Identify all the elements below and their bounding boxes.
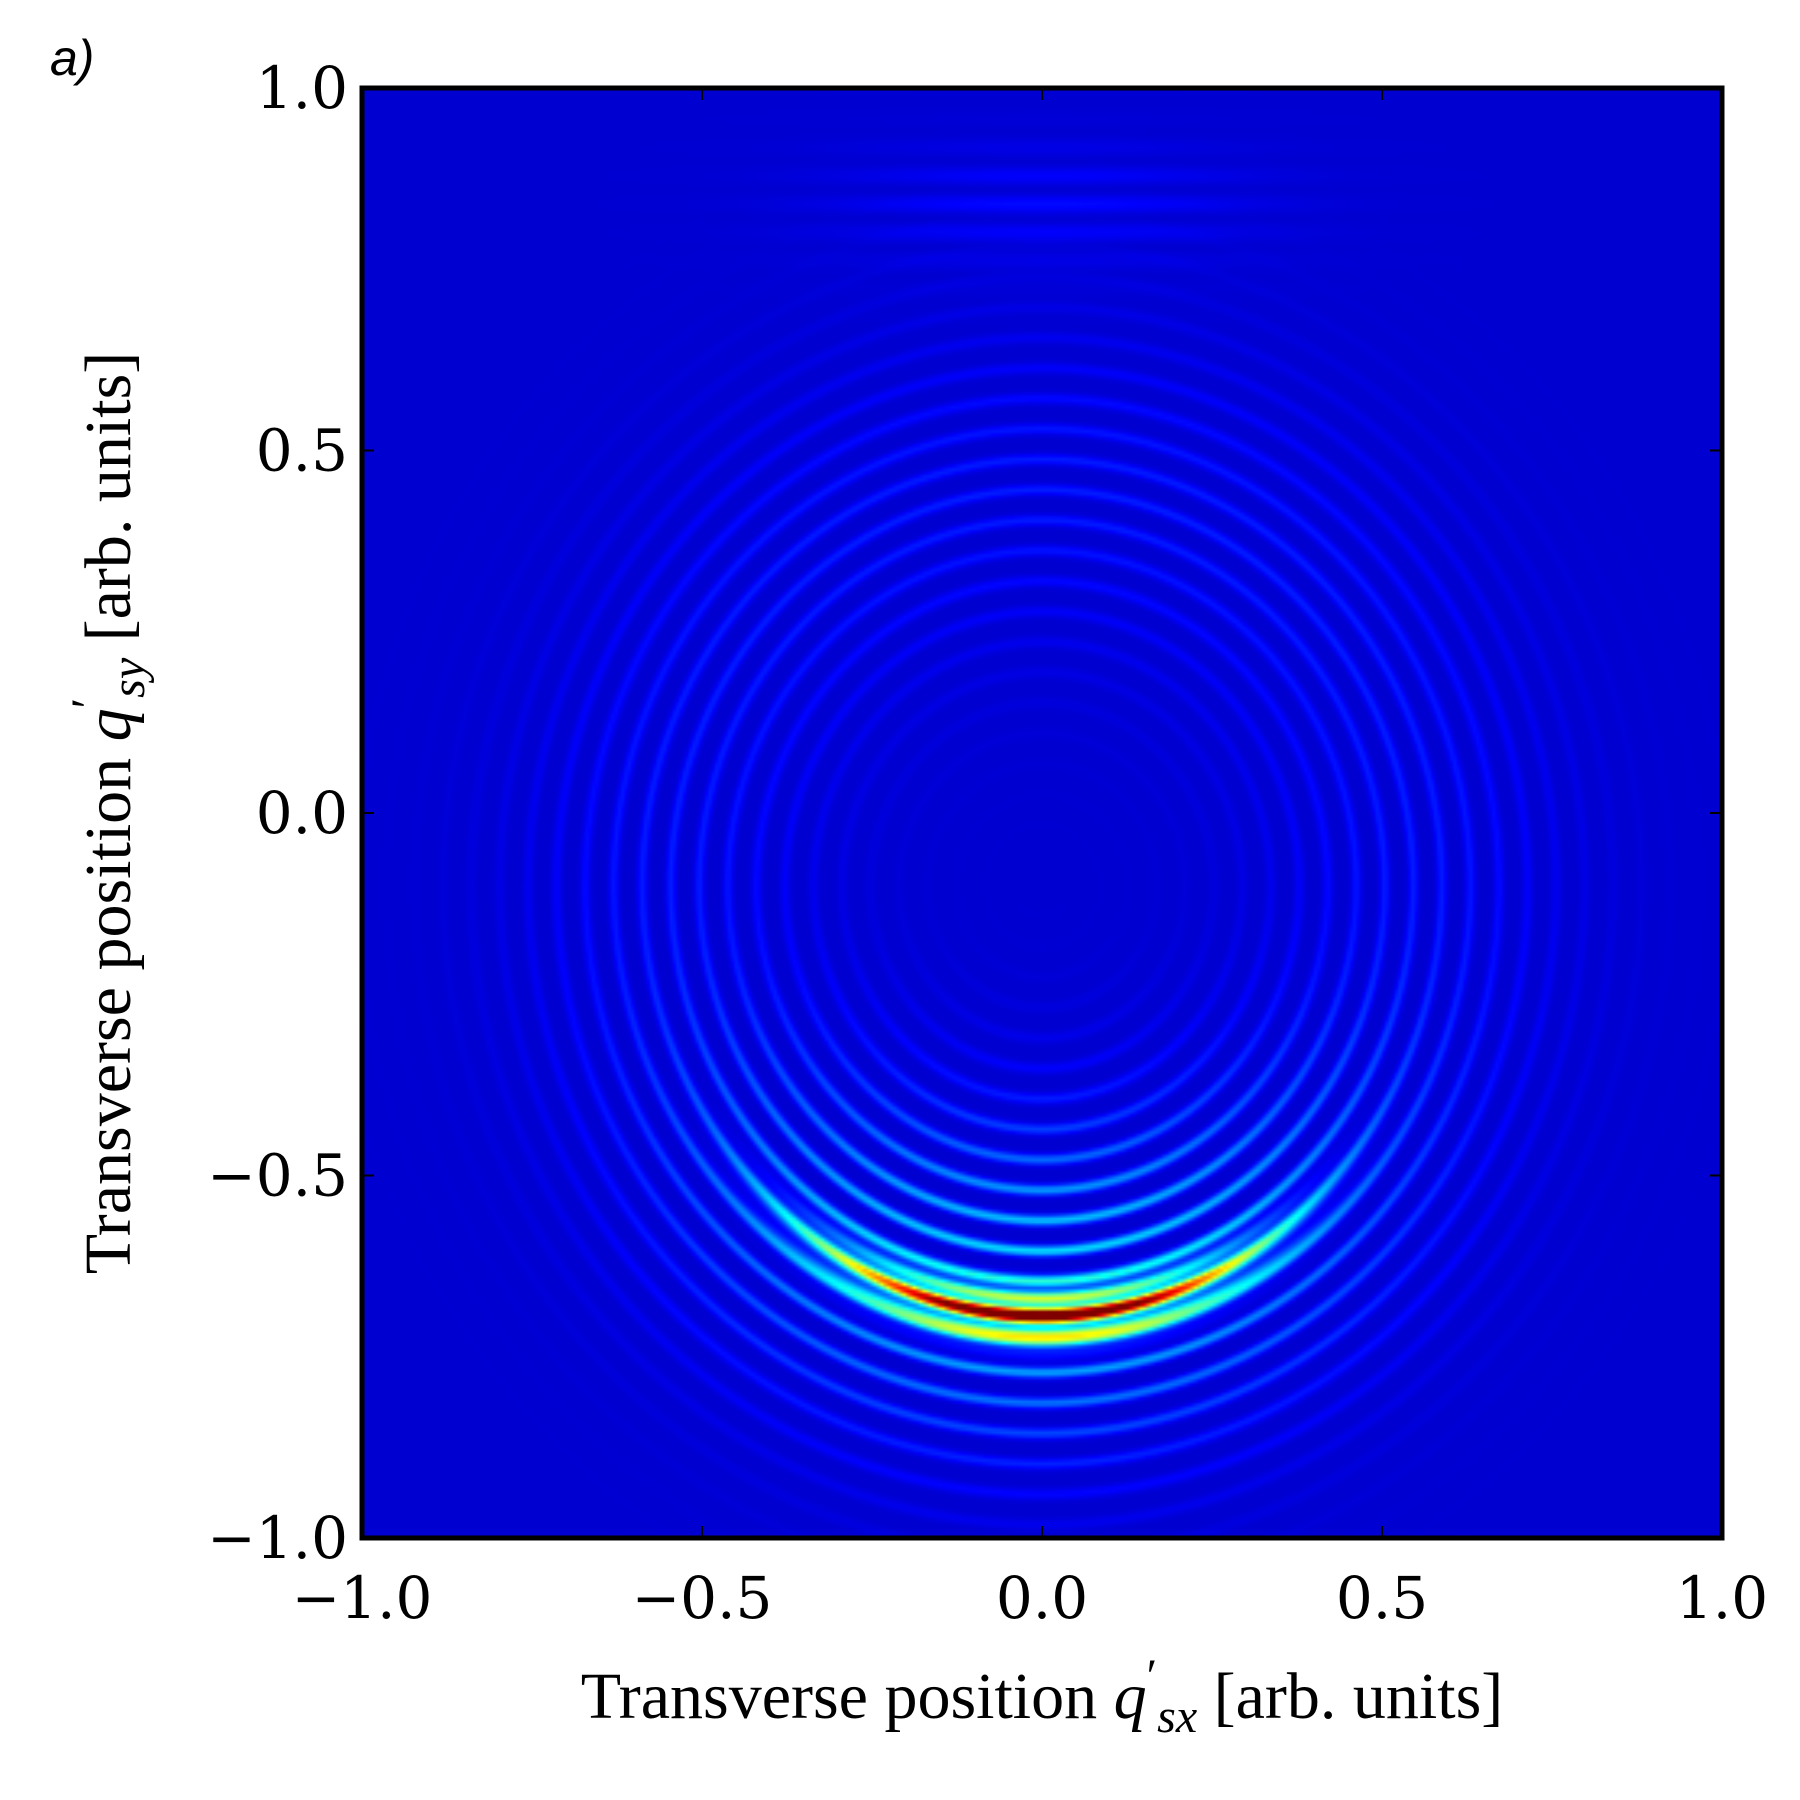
x-axis-label-subscript: sx <box>1157 1690 1197 1743</box>
x-axis-label-suffix: [arb. units] <box>1197 1660 1503 1733</box>
x-axis-label-symbol: q <box>1114 1660 1147 1733</box>
y-tick-label: 0.5 <box>256 417 348 485</box>
x-tick-label: 1.0 <box>1676 1564 1768 1632</box>
y-tick-label: 0.0 <box>256 779 348 847</box>
y-tick-label: 1.0 <box>256 54 348 122</box>
panel-label: a) <box>50 30 94 86</box>
y-axis-ticks: −1.0 −0.5 0.0 0.5 1.0 <box>207 54 1722 1572</box>
y-axis-label-subscript: sy <box>102 657 155 698</box>
y-tick-label: −1.0 <box>207 1504 348 1572</box>
y-axis-label-prime: ′ <box>62 698 115 709</box>
x-tick-label: 0.5 <box>1336 1564 1428 1632</box>
plot-area <box>359 85 1725 1541</box>
y-axis-label-suffix: [arb. units] <box>72 352 145 658</box>
x-axis-label: Transverse position q′sx [arb. units] <box>581 1650 1503 1743</box>
x-axis-ticks: −1.0 −0.5 0.0 0.5 1.0 <box>292 88 1768 1632</box>
x-axis-label-prime: ′ <box>1147 1650 1158 1703</box>
y-axis-label-prefix: Transverse position <box>72 741 145 1274</box>
y-axis-label: Transverse position q′sy [arb. units] <box>62 352 155 1274</box>
y-axis-label-symbol: q <box>72 708 145 741</box>
y-tick-label: −0.5 <box>207 1142 348 1210</box>
heatmap-image <box>362 88 1722 1538</box>
x-tick-label: −1.0 <box>292 1564 433 1632</box>
x-tick-label: 0.0 <box>996 1564 1088 1632</box>
x-tick-label: −0.5 <box>632 1564 773 1632</box>
x-axis-label-prefix: Transverse position <box>581 1660 1114 1733</box>
